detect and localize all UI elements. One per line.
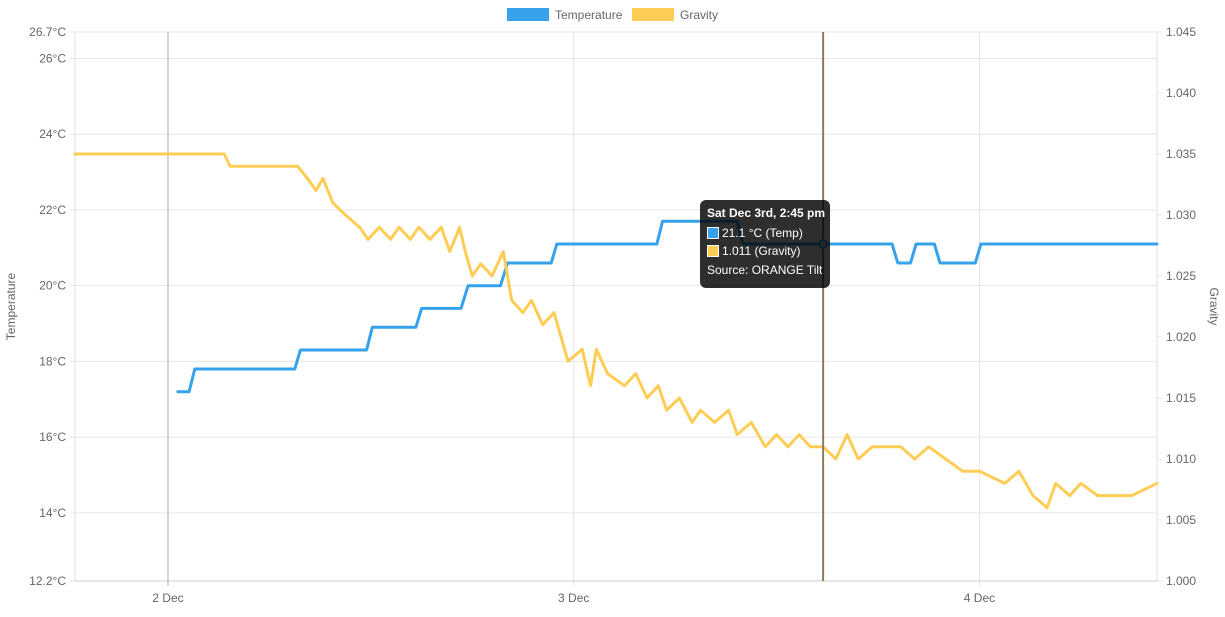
legend-label-temperature: Temperature <box>555 8 623 22</box>
tooltip-gravity-value: 1.011 (Gravity) <box>722 244 801 258</box>
y-left-tick-label: 20°C <box>39 279 66 293</box>
y-left-axis-title: Temperature <box>4 272 18 340</box>
y-left-tick-label: 18°C <box>39 354 66 368</box>
tooltip-swatch-gravity <box>707 245 719 257</box>
y-right-tick-label: 1.030 <box>1166 208 1196 222</box>
tooltip-row-gravity: 1.011 (Gravity) <box>707 242 823 260</box>
y-right-tick-label: 1.005 <box>1166 513 1196 527</box>
tooltip-swatch-temp <box>707 227 719 239</box>
y-right-axis-title: Gravity <box>1207 287 1221 325</box>
y-left-tick-label: 26°C <box>39 52 66 66</box>
series-line-gravity <box>73 152 1159 510</box>
legend-swatch-temperature <box>507 8 549 21</box>
y-right-tick-label: 1.000 <box>1166 574 1196 588</box>
legend-swatch-gravity <box>632 8 674 21</box>
tooltip-temp-value: 21.1 °C (Temp) <box>722 226 803 240</box>
y-left-tick-label: 24°C <box>39 127 66 141</box>
y-right-tick-label: 1.035 <box>1166 147 1196 161</box>
y-right-tick-label: 1.020 <box>1166 330 1196 344</box>
y-left-tick-label: 16°C <box>39 430 66 444</box>
tooltip-title: Sat Dec 3rd, 2:45 pm <box>707 206 826 220</box>
series-line-temperature <box>176 219 1159 394</box>
y-right-tick-label: 1.025 <box>1166 269 1196 283</box>
y-right-tick-label: 1.040 <box>1166 86 1196 100</box>
tooltip-row-temp: 21.1 °C (Temp) <box>707 224 823 242</box>
x-tick-label: 3 Dec <box>558 591 589 605</box>
x-tick-label: 4 Dec <box>964 591 995 605</box>
y-right-tick-label: 1.010 <box>1166 452 1196 466</box>
legend-label-gravity: Gravity <box>680 8 718 22</box>
x-tick-label: 2 Dec <box>152 591 183 605</box>
y-left-tick-label: 26.7°C <box>29 25 66 39</box>
y-left-tick-label: 12.2°C <box>29 574 66 588</box>
y-left-tick-label: 22°C <box>39 203 66 217</box>
y-right-tick-label: 1.045 <box>1166 25 1196 39</box>
y-left-tick-label: 14°C <box>39 506 66 520</box>
tooltip-source: Source: ORANGE Tilt <box>707 263 823 277</box>
chart-tooltip: Sat Dec 3rd, 2:45 pm 21.1 °C (Temp) 1.01… <box>700 200 830 288</box>
y-right-tick-label: 1.015 <box>1166 391 1196 405</box>
